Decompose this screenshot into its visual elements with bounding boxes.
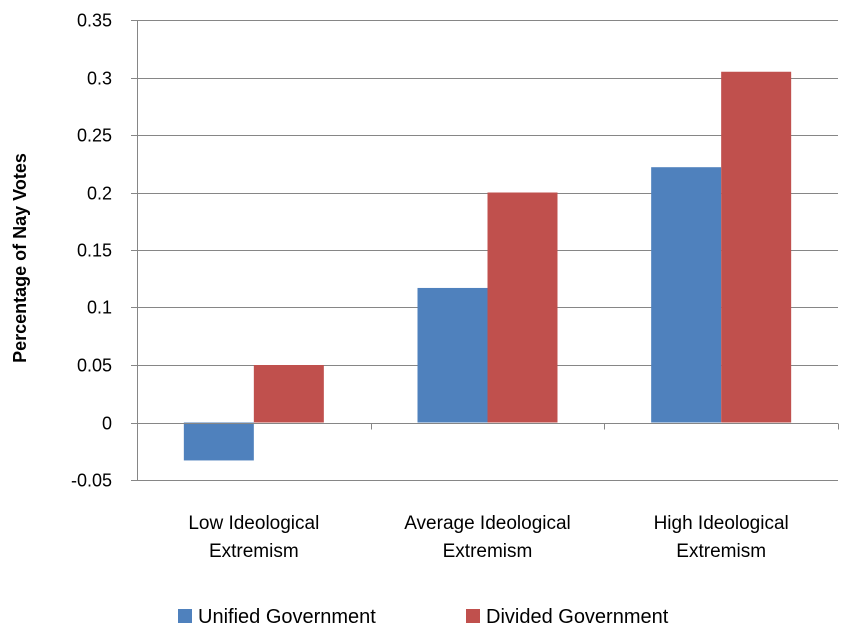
- y-axis-title: Percentage of Nay Votes: [10, 153, 30, 363]
- legend-swatch: [466, 609, 480, 623]
- y-tick-label: 0: [102, 414, 112, 434]
- legend: Unified Government Divided Government: [178, 606, 669, 628]
- bar: [417, 287, 488, 423]
- category-labels: Low Ideological Extremism Average Ideologi…: [188, 513, 788, 562]
- y-tick-label: 0.25: [77, 126, 112, 146]
- y-tick-label: 0.05: [77, 356, 112, 376]
- y-tick-label: 0.3: [87, 69, 112, 89]
- y-axis: -0.05 0 0.05 0.1 0.15 0.2 0.25 0.3 0.35: [71, 11, 138, 491]
- y-tick-label: 0.1: [87, 298, 112, 318]
- y-tick-label: 0.2: [87, 184, 112, 204]
- bar: [183, 422, 254, 461]
- x-axis: [137, 423, 839, 430]
- bars: [183, 71, 792, 461]
- y-tick-label: -0.05: [71, 471, 112, 491]
- bar: [487, 192, 558, 423]
- bar: [651, 167, 722, 423]
- legend-label: Unified Government: [198, 606, 376, 628]
- y-tick-label: 0.15: [77, 241, 112, 261]
- y-tick-label: 0.35: [77, 11, 112, 31]
- legend-swatch: [178, 609, 192, 623]
- bar: [721, 71, 792, 423]
- category-label: Average Ideological Extremism: [404, 513, 571, 562]
- legend-label: Divided Government: [486, 606, 669, 628]
- category-label: Low Ideological Extremism: [188, 513, 319, 562]
- category-label: High Ideological Extremism: [654, 513, 789, 562]
- bar: [253, 365, 324, 423]
